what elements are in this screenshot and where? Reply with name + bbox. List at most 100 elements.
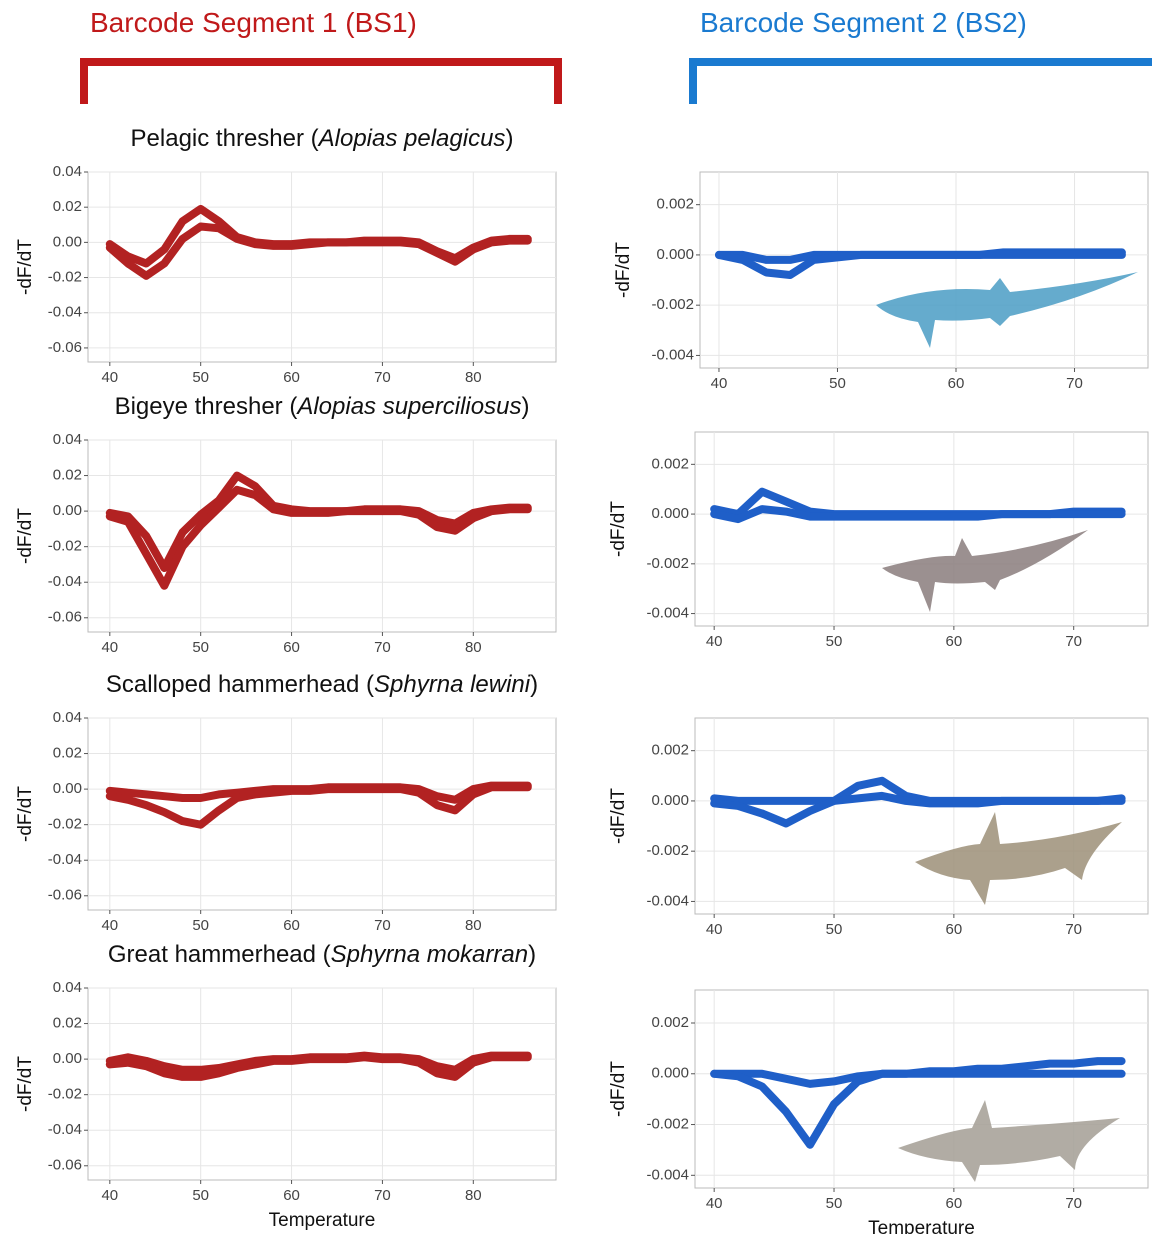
y-tick-label: -0.004 — [646, 892, 689, 909]
panel-title: Scalloped hammerhead (Sphyrna lewini) — [106, 671, 538, 698]
y-tick-label: 0.02 — [53, 745, 82, 762]
y-tick-label: -0.04 — [48, 851, 82, 868]
x-tick-label: 50 — [829, 375, 846, 392]
panel: Pelagic thresher (Alopias pelagicus) 0.04… — [15, 125, 556, 386]
x-tick-label: 50 — [192, 1187, 209, 1204]
y-tick-label: 0.04 — [53, 431, 82, 448]
y-tick-label: -0.06 — [48, 1157, 82, 1174]
plot-frame — [695, 432, 1148, 626]
title-part: ) — [505, 125, 513, 152]
y-tick-label: 0.00 — [53, 502, 82, 519]
x-axis-label: Temperature — [269, 1210, 376, 1231]
panel: 0.0020.000-0.002-0.00440506070-dF/dT — [613, 172, 1148, 392]
y-tick-label: -0.04 — [48, 573, 82, 590]
x-tick-label: 40 — [711, 375, 728, 392]
y-axis-label: -dF/dT — [15, 239, 36, 295]
panel: Scalloped hammerhead (Sphyrna lewini) 0.0… — [15, 671, 556, 934]
y-tick-label: 0.04 — [53, 709, 82, 726]
plot-frame — [88, 988, 556, 1180]
bracket — [693, 62, 1152, 104]
y-tick-label: 0.02 — [53, 467, 82, 484]
y-axis-label: -dF/dT — [15, 786, 36, 842]
x-tick-label: 40 — [706, 1195, 723, 1212]
x-tick-label: 70 — [1065, 633, 1082, 650]
x-axis-label: Temperature — [868, 1218, 975, 1234]
y-tick-label: 0.002 — [656, 196, 694, 213]
x-tick-label: 60 — [946, 921, 963, 938]
x-tick-label: 40 — [101, 369, 118, 386]
y-tick-label: -0.004 — [646, 1166, 689, 1183]
y-tick-label: -0.002 — [646, 555, 689, 572]
y-tick-label: 0.04 — [53, 979, 82, 996]
x-tick-label: 50 — [192, 639, 209, 656]
x-tick-label: 50 — [826, 633, 843, 650]
panel: Bigeye thresher (Alopias superciliosus) 0… — [15, 393, 556, 656]
y-tick-label: -0.06 — [48, 339, 82, 356]
y-tick-label: 0.04 — [53, 163, 82, 180]
y-axis-label: -dF/dT — [608, 1061, 629, 1117]
title-part: Sphyrna lewini — [374, 671, 531, 698]
x-tick-label: 50 — [826, 921, 843, 938]
title-part: Pelagic thresher ( — [131, 125, 319, 152]
y-tick-label: 0.00 — [53, 233, 82, 250]
panel: Great hammerhead (Sphyrna mokarran) 0.04 0… — [15, 941, 556, 1231]
x-tick-label: 40 — [706, 633, 723, 650]
y-tick-label: -0.002 — [651, 296, 694, 313]
y-tick-label: 0.02 — [53, 198, 82, 215]
x-tick-label: 40 — [101, 1187, 118, 1204]
y-tick-label: -0.02 — [48, 538, 82, 555]
y-axis-label: -dF/dT — [613, 242, 634, 298]
y-tick-label: -0.002 — [646, 1116, 689, 1133]
x-tick-label: 80 — [465, 917, 482, 934]
x-tick-label: 60 — [283, 1187, 300, 1204]
segment-header: Barcode Segment 2 (BS2) — [700, 7, 1027, 38]
x-tick-label: 70 — [1066, 375, 1083, 392]
y-tick-label: 0.002 — [651, 742, 689, 759]
title-part: Alopias pelagicus — [317, 125, 506, 152]
title-part: ) — [521, 393, 529, 420]
title-part: Scalloped hammerhead ( — [106, 671, 374, 698]
y-tick-label: 0.00 — [53, 780, 82, 797]
x-tick-label: 50 — [192, 369, 209, 386]
segment-header: Barcode Segment 1 (BS1) — [90, 7, 417, 38]
x-tick-label: 70 — [374, 1187, 391, 1204]
y-tick-label: -0.06 — [48, 609, 82, 626]
x-tick-label: 80 — [465, 1187, 482, 1204]
x-tick-label: 40 — [706, 921, 723, 938]
plot-frame — [88, 440, 556, 632]
y-tick-label: -0.04 — [48, 304, 82, 321]
y-tick-label: 0.02 — [53, 1015, 82, 1032]
y-tick-label: 0.00 — [53, 1050, 82, 1067]
panel-title: Great hammerhead (Sphyrna mokarran) — [108, 941, 536, 968]
x-tick-label: 60 — [283, 369, 300, 386]
y-tick-label: 0.000 — [651, 1065, 689, 1082]
x-tick-label: 60 — [283, 639, 300, 656]
x-tick-label: 70 — [374, 369, 391, 386]
x-tick-label: 70 — [1065, 921, 1082, 938]
y-tick-label: 0.002 — [651, 1014, 689, 1031]
bracket — [84, 62, 558, 104]
title-part: Sphyrna mokarran — [331, 941, 528, 968]
x-tick-label: 50 — [192, 917, 209, 934]
y-tick-label: -0.004 — [651, 346, 694, 363]
y-axis-label: -dF/dT — [608, 501, 629, 557]
x-tick-label: 40 — [101, 639, 118, 656]
title-part: Great hammerhead ( — [108, 941, 331, 968]
y-axis-label: -dF/dT — [608, 788, 629, 844]
y-tick-label: -0.02 — [48, 269, 82, 286]
y-axis-label: -dF/dT — [15, 1056, 36, 1112]
y-tick-label: 0.000 — [651, 505, 689, 522]
y-tick-label: -0.02 — [48, 1086, 82, 1103]
y-tick-label: -0.06 — [48, 887, 82, 904]
panel-title: Bigeye thresher (Alopias superciliosus) — [115, 393, 530, 420]
y-tick-label: 0.000 — [651, 792, 689, 809]
x-tick-label: 70 — [1065, 1195, 1082, 1212]
title-part: ) — [528, 941, 536, 968]
y-tick-label: -0.02 — [48, 816, 82, 833]
title-part: Bigeye thresher ( — [115, 393, 298, 420]
y-tick-label: -0.04 — [48, 1121, 82, 1138]
x-tick-label: 60 — [283, 917, 300, 934]
y-tick-label: -0.004 — [646, 605, 689, 622]
